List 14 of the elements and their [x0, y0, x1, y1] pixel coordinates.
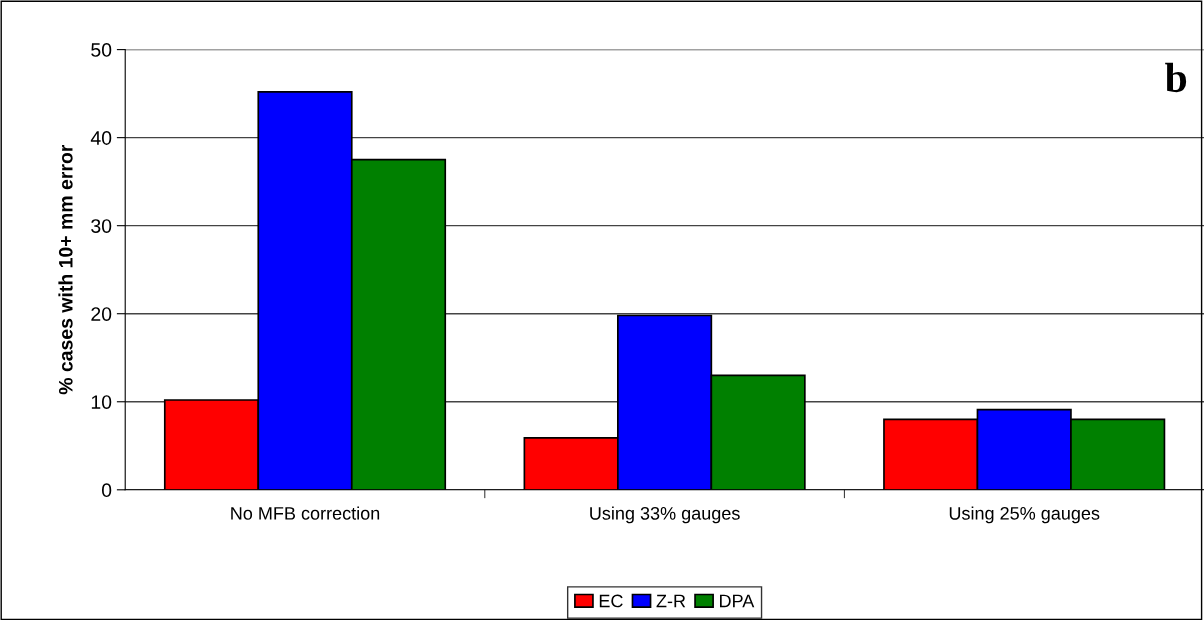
y-axis-title: % cases with 10+ mm error [58, 144, 73, 395]
legend-label: EC [599, 594, 623, 608]
y-tick-label: 20 [91, 307, 112, 321]
y-tick-label: 50 [91, 43, 112, 57]
legend-label: DPA [720, 594, 755, 608]
legend-label: Z-R [656, 594, 686, 608]
y-tick-label: 30 [91, 219, 112, 233]
y-tick-label: 40 [90, 131, 112, 145]
annotation: b [1165, 62, 1187, 93]
x-tick-label: No MFB correction [231, 506, 380, 520]
x-tick-label: Using 33% gauges [590, 506, 740, 524]
y-tick-label: 0 [101, 483, 112, 498]
y-tick-label: 10 [91, 395, 112, 409]
x-tick-label: Using 25% gauges [949, 506, 1100, 524]
